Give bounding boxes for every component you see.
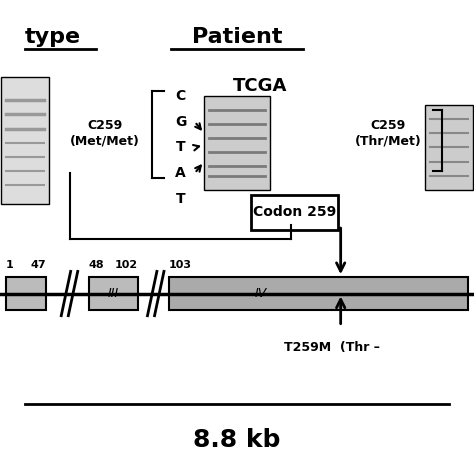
Text: C: C (175, 89, 186, 103)
Text: Codon 259: Codon 259 (253, 206, 337, 219)
Text: 48: 48 (89, 260, 104, 270)
Bar (426, 105, 473, 190)
Text: III: III (108, 287, 119, 300)
Bar (6, 277, 46, 310)
FancyBboxPatch shape (251, 195, 338, 230)
Text: T: T (176, 140, 185, 155)
Text: IV: IV (255, 287, 267, 300)
Text: TCGA: TCGA (233, 77, 288, 95)
Text: 103: 103 (169, 260, 191, 270)
Text: 47: 47 (30, 260, 46, 270)
Text: type: type (25, 27, 81, 47)
Bar (89, 277, 138, 310)
Text: 8.8 kb: 8.8 kb (193, 428, 281, 452)
Text: 102: 102 (115, 260, 138, 270)
Text: C259
(Met/Met): C259 (Met/Met) (70, 119, 140, 147)
Text: T: T (176, 192, 185, 206)
Bar (204, 96, 270, 190)
Bar (169, 277, 468, 310)
Bar (1, 77, 48, 204)
Text: C259
(Thr/Met): C259 (Thr/Met) (355, 119, 421, 147)
Text: A: A (175, 166, 186, 181)
Text: T259M  (Thr –: T259M (Thr – (284, 341, 380, 354)
Text: Patient: Patient (192, 27, 282, 47)
Text: G: G (175, 115, 186, 128)
Text: 1: 1 (6, 260, 14, 270)
